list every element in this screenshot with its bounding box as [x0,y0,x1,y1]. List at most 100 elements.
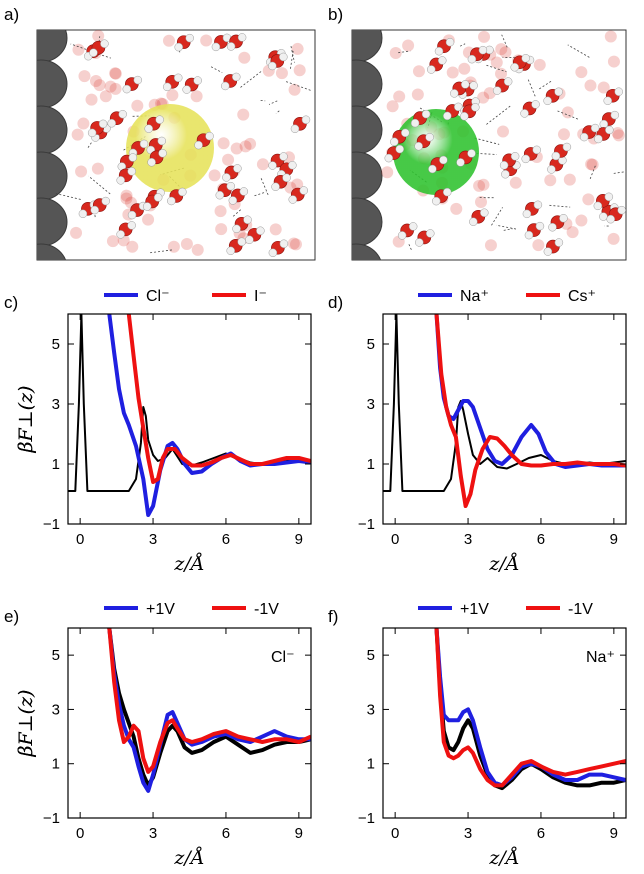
water-hydrogen [428,164,437,174]
water-oxygen [291,42,304,55]
y-axis-label: βF⊥(z) [15,690,37,758]
water-oxygen [131,99,144,112]
panel-label: c) [4,293,18,312]
hbond-line [502,56,520,59]
hbond-line [613,171,626,174]
water-oxygen [99,90,112,103]
water-hydrogen [89,48,98,57]
water-hydrogen [90,205,99,215]
water-hydrogen [226,181,236,191]
water-oxygen [458,62,471,75]
water-oxygen [237,108,250,121]
chart-d: d) 0 3 6 9 −1 1 3 5 z/Å βF⊥(z) Na⁺ Cs⁺ [15,288,627,575]
wall-atom [37,59,68,109]
water-hydrogen [128,153,138,162]
water-oxygen [222,153,235,166]
water-hydrogen [606,214,615,224]
series-line--1V [107,628,311,774]
water-hydrogen [271,182,280,192]
water-oxygen [75,165,88,178]
water-hydrogen [87,128,97,138]
y-tick-label: 3 [367,701,375,718]
water-hydrogen [301,115,311,125]
hbond-line [290,46,295,63]
water-oxygen [584,79,597,92]
water-hydrogen [543,247,553,256]
water-hydrogen [395,144,405,154]
water-hydrogen [205,131,214,141]
wall-atom [37,30,68,63]
water-hydrogen [158,149,167,158]
legend-label: +1V [146,601,175,618]
hbond-line [491,207,503,226]
water-hydrogen [521,54,530,63]
water-oxygen [244,137,257,150]
water-hydrogen [155,115,164,124]
water-hydrogen [232,224,241,234]
water-oxygen [446,66,459,79]
water-hydrogen [215,190,225,200]
water-hydrogen [133,75,143,85]
hbond-line [476,152,497,155]
hbond-line [285,81,311,91]
panel-label-a: a) [4,5,19,24]
water-hydrogen [439,155,448,165]
panel-label: e) [4,607,19,626]
water-oxygen [109,82,122,95]
wall-atom [37,151,68,201]
y-tick-label: −1 [358,810,375,827]
hbond-line [549,204,571,208]
x-tick-label: 9 [610,531,618,548]
water-oxygen [412,65,425,78]
water-oxygen [71,128,84,141]
panel-label: d) [328,293,343,312]
chart-e: e) 0 3 6 9 −1 1 3 5 z/Å βF⊥(z) +1V -1V Cl⁻ [4,601,312,869]
water-hydrogen [101,196,110,206]
hbond-line [527,79,536,97]
water-oxygen [393,90,406,103]
hbond-line [474,137,500,145]
water-oxygen [477,91,490,104]
water-hydrogen [100,39,109,48]
water-hydrogen [233,164,242,173]
y-tick-label: 3 [52,396,60,413]
x-tick-label: 3 [149,531,157,548]
water-hydrogen [288,195,298,204]
water-hydrogen [243,215,252,225]
water-oxygen [611,127,624,140]
x-axis-label: z/Å [488,553,519,575]
ion-sphere [393,109,479,195]
water-hydrogen [562,142,572,152]
water-oxygen [381,166,394,179]
water-hydrogen [551,151,561,161]
water-hydrogen [559,213,568,223]
x-tick-label: 0 [76,825,84,842]
water-hydrogen [127,167,136,176]
ion-annotation: Cl⁻ [271,649,295,666]
water-oxygen [269,223,282,236]
water-oxygen [402,39,415,52]
water-hydrogen [194,140,203,150]
water-hydrogen [222,173,231,182]
water-oxygen [238,51,251,64]
x-tick-label: 0 [391,825,399,842]
water-hydrogen [384,153,394,163]
y-axis-label: βF⊥(z) [15,690,37,758]
legend-label: -1V [568,601,593,618]
hbond-line [275,110,280,114]
hbond-line [55,193,81,200]
water-oxygen [217,137,230,150]
water-hydrogen [122,84,132,94]
water-hydrogen [532,145,541,155]
water-oxygen [490,56,503,69]
wall-atom [352,151,383,201]
water-hydrogen [167,196,176,206]
water-oxygen [208,169,221,182]
water-hydrogen [237,237,246,247]
x-axis-label: z/Å [173,847,204,869]
water-oxygen [293,64,306,77]
water-hydrogen [226,42,236,51]
water-hydrogen [282,173,291,183]
water-hydrogen [147,158,156,167]
